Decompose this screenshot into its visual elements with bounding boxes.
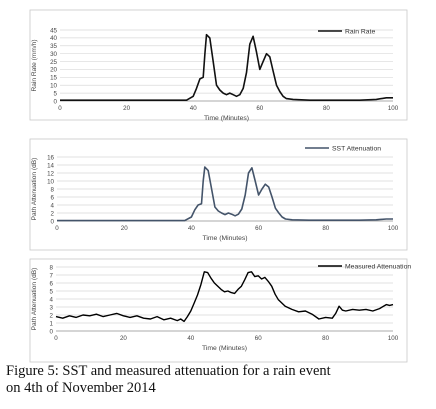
caption-line-2: on 4th of November 2014 — [6, 380, 156, 396]
x-tick-label: 0 — [54, 335, 58, 342]
y-tick-label: 4 — [51, 202, 55, 209]
y-tick-label: 15 — [50, 75, 57, 82]
y-tick-label: 6 — [51, 194, 55, 201]
x-axis-label: Time (Minutes) — [204, 115, 249, 122]
series-line — [55, 271, 394, 323]
chart-frame — [29, 9, 408, 121]
y-tick-label: 5 — [54, 90, 58, 97]
figure-caption: Figure 5: SST and measured attenuation f… — [6, 363, 432, 397]
y-tick-label: 0 — [50, 328, 54, 335]
y-tick-label: 30 — [50, 51, 57, 58]
x-tick-label: 80 — [323, 105, 330, 112]
y-tick-label: 6 — [50, 280, 54, 287]
y-tick-label: 3 — [50, 304, 54, 311]
x-tick-label: 60 — [255, 335, 262, 342]
x-tick-label: 20 — [123, 105, 130, 112]
x-tick-label: 40 — [188, 225, 195, 232]
y-tick-label: 0 — [51, 218, 55, 225]
y-tick-label: 14 — [47, 162, 54, 169]
x-tick-label: 100 — [388, 335, 399, 342]
y-tick-label: 20 — [50, 67, 57, 74]
legend-label: SST Attenuation — [332, 146, 381, 153]
x-tick-label: 20 — [120, 335, 127, 342]
series-line — [57, 166, 393, 222]
y-tick-label: 10 — [50, 83, 57, 90]
y-tick-label: 2 — [51, 210, 55, 217]
series-line — [60, 33, 393, 101]
x-tick-label: 60 — [256, 105, 263, 112]
y-tick-label: 2 — [50, 312, 54, 319]
y-tick-label: 10 — [47, 178, 54, 185]
x-tick-label: 20 — [121, 225, 128, 232]
x-axis-label: Time (Minutes) — [202, 345, 247, 352]
x-tick-label: 0 — [55, 225, 59, 232]
y-tick-label: 45 — [50, 27, 57, 34]
x-tick-label: 100 — [388, 225, 399, 232]
x-tick-label: 80 — [322, 335, 329, 342]
y-tick-label: 5 — [50, 288, 54, 295]
y-tick-label: 8 — [50, 264, 54, 271]
y-axis-label: Path Attenuation (dB) — [31, 158, 38, 221]
y-tick-label: 8 — [51, 186, 55, 193]
y-tick-label: 0 — [54, 98, 58, 105]
y-tick-label: 12 — [47, 170, 54, 177]
x-axis-label: Time (Minutes) — [202, 235, 247, 242]
x-tick-label: 80 — [322, 225, 329, 232]
x-tick-label: 40 — [187, 335, 194, 342]
y-tick-label: 40 — [50, 35, 57, 42]
y-tick-label: 16 — [47, 154, 54, 161]
legend-label: Rain Rate — [345, 29, 375, 36]
caption-line-1: Figure 5: SST and measured attenuation f… — [6, 363, 331, 379]
x-tick-label: 0 — [58, 105, 62, 112]
legend-label: Measured Attenuation — [345, 264, 411, 271]
x-tick-label: 100 — [388, 105, 399, 112]
y-tick-label: 25 — [50, 59, 57, 66]
chart-frame — [29, 138, 408, 251]
y-tick-label: 4 — [50, 296, 54, 303]
y-tick-label: 35 — [50, 43, 57, 50]
y-tick-label: 7 — [50, 272, 54, 279]
y-tick-label: 1 — [50, 320, 54, 327]
x-tick-label: 40 — [190, 105, 197, 112]
y-axis-label: Path Attenuation (dB) — [31, 268, 38, 331]
y-axis-label: Rain Rate (mm/h) — [31, 39, 38, 91]
x-tick-label: 60 — [255, 225, 262, 232]
